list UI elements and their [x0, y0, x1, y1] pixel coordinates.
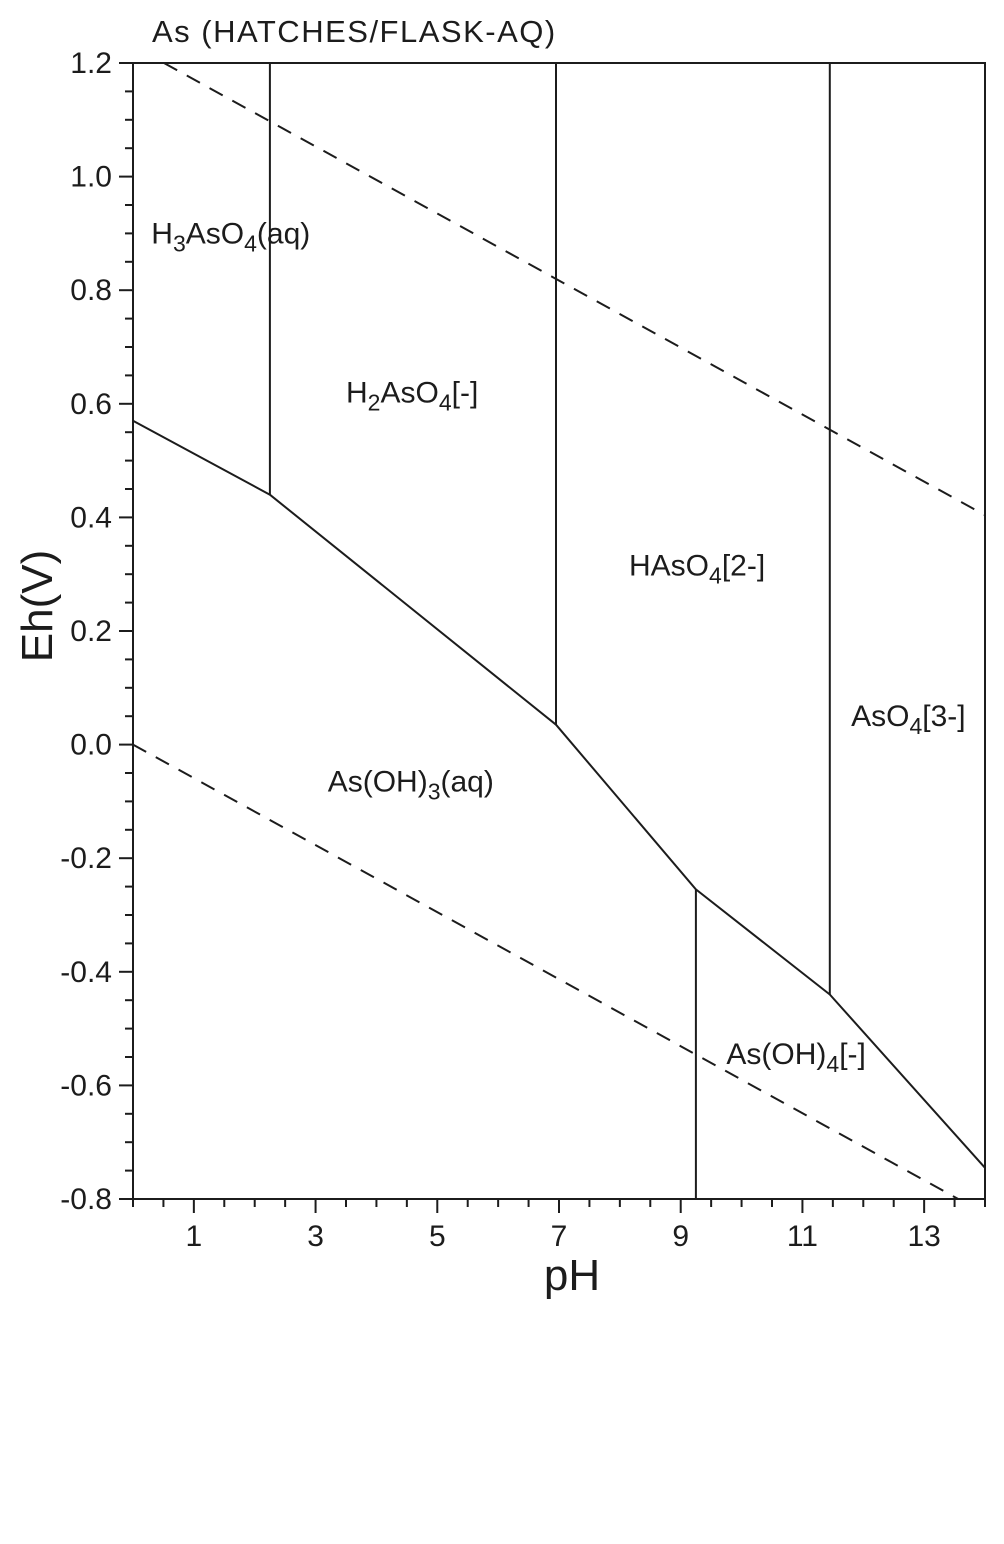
boundary-as5-as3-redox — [132, 419, 986, 1169]
y-tick-label: -0.8 — [60, 1183, 112, 1216]
region-label-h3aso4: H3AsO4(aq) — [151, 217, 310, 256]
region-labels: H3AsO4(aq) H2AsO4[-] HAsO4[2-] AsO4[3-] As(O… — [151, 217, 965, 1077]
y-tick-label: -0.6 — [60, 1069, 112, 1102]
x-tick-label: 9 — [672, 1220, 689, 1253]
y-tick-label: 0.6 — [70, 388, 112, 421]
region-label-h2aso4: H2AsO4[-] — [346, 376, 478, 415]
y-tick-label: 0.2 — [70, 615, 112, 648]
x-tick-label: 3 — [307, 1220, 324, 1253]
water-stability-upper-o2-line — [163, 62, 986, 516]
y-tick-label: 1.0 — [70, 161, 112, 194]
x-tick-label: 1 — [186, 1220, 203, 1253]
x-tick-label: 11 — [787, 1220, 818, 1253]
water-stability-lower-h2-line — [132, 743, 959, 1200]
region-label-asoh4: As(OH)4[-] — [726, 1038, 865, 1077]
y-tick-label: 0.0 — [70, 729, 112, 762]
x-tick-label: 5 — [429, 1220, 446, 1253]
x-axis-label: pH — [544, 1251, 600, 1300]
region-label-haso4: HAsO4[2-] — [629, 550, 765, 589]
axis-ticks — [119, 62, 986, 1213]
chart-title: As (HATCHES/FLASK-AQ) — [152, 14, 557, 49]
y-tick-label: 1.2 — [70, 47, 112, 80]
region-label-aso4: AsO4[3-] — [851, 700, 966, 739]
y-tick-label: 0.8 — [70, 274, 112, 307]
x-tick-label: 7 — [551, 1220, 568, 1253]
y-tick-label: 0.4 — [70, 501, 112, 534]
axis-tick-labels: 1 3 5 7 9 11 131.21.00.80.60.40.20.0-0.2-0.4-0… — [60, 47, 941, 1253]
phase-boundaries — [132, 62, 986, 1200]
region-label-asoh3: As(OH)3(aq) — [328, 766, 494, 805]
y-tick-label: -0.2 — [60, 842, 112, 875]
x-tick-label: 13 — [907, 1220, 940, 1253]
y-tick-label: -0.4 — [60, 956, 112, 989]
y-axis-label: Eh(V) — [13, 550, 62, 662]
